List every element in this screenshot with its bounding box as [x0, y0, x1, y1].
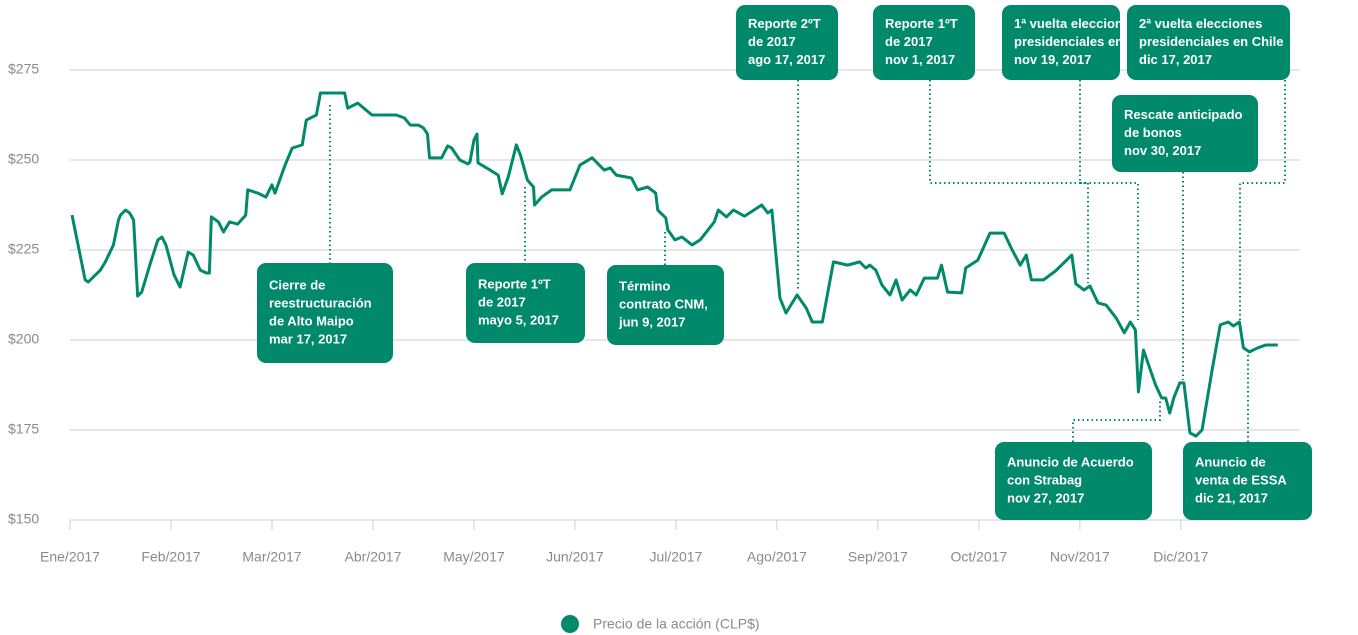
annotation-text: nov 27, 2017	[1007, 490, 1084, 505]
annotation-box	[873, 5, 975, 80]
annotation-text: de bonos	[1124, 125, 1182, 140]
annotation-text: presidenciales en Chile	[1014, 34, 1159, 49]
x-tick-label: Dic/2017	[1153, 549, 1208, 565]
annotation-text: ago 17, 2017	[748, 52, 825, 67]
annotation-box	[995, 442, 1152, 520]
y-tick-label: $225	[8, 241, 39, 257]
annotation-text: nov 1, 2017	[885, 52, 955, 67]
legend-marker	[561, 615, 579, 633]
annotation-text: mar 17, 2017	[269, 331, 347, 346]
x-tick-label: Nov/2017	[1050, 549, 1110, 565]
x-tick-label: Ene/2017	[40, 549, 100, 565]
annotation-connector	[1239, 80, 1286, 320]
annotation-connector	[929, 80, 1089, 283]
annotation-box	[466, 263, 585, 343]
legend-label: Precio de la acción (CLP$)	[593, 616, 760, 632]
annotation-text: mayo 5, 2017	[478, 312, 559, 327]
annotation-box	[1112, 95, 1258, 172]
x-tick-label: Sep/2017	[848, 549, 908, 565]
annotation-text: Anuncio de	[1195, 454, 1266, 469]
annotation-text: de 2017	[478, 294, 526, 309]
annotation-text: venta de ESSA	[1195, 472, 1287, 487]
annotation-text: Cierre de	[269, 277, 325, 292]
annotation-text: 1ª vuelta elecciones	[1014, 16, 1137, 31]
annotation-text: de Alto Maipo	[269, 313, 354, 328]
x-tick-label: Abr/2017	[345, 549, 402, 565]
annotation-text: dic 17, 2017	[1139, 52, 1212, 67]
annotation-text: de 2017	[748, 34, 796, 49]
annotation-box	[1127, 5, 1290, 80]
annotation-box	[1183, 442, 1312, 520]
annotation-text: de 2017	[885, 34, 933, 49]
annotation-box	[736, 5, 838, 80]
annotation-connector	[1079, 80, 1139, 320]
annotation-text: Reporte 1ºT	[478, 276, 551, 291]
annotation-text: Reporte 2ºT	[748, 16, 821, 31]
annotation-text: jun 9, 2017	[618, 314, 685, 329]
annotation-box	[607, 265, 724, 345]
annotation-text: reestructuración	[269, 295, 372, 310]
y-tick-label: $150	[8, 511, 39, 527]
annotation-text: nov 19, 2017	[1014, 52, 1091, 67]
annotation-text: Reporte 1ºT	[885, 16, 958, 31]
y-tick-label: $200	[8, 331, 39, 347]
annotation-text: Rescate anticipado	[1124, 107, 1243, 122]
x-tick-label: Oct/2017	[950, 549, 1007, 565]
annotation-text: nov 30, 2017	[1124, 143, 1201, 158]
annotation-text: con Strabag	[1007, 472, 1082, 487]
annotation-connector	[1072, 400, 1161, 442]
x-tick-label: Feb/2017	[141, 549, 200, 565]
annotation-text: presidenciales en Chile	[1139, 34, 1284, 49]
x-tick-label: Mar/2017	[242, 549, 301, 565]
annotation-text: dic 21, 2017	[1195, 490, 1268, 505]
x-tick-label: Ago/2017	[747, 549, 807, 565]
annotation-box	[1002, 5, 1120, 80]
annotation-text: Anuncio de Acuerdo	[1007, 454, 1134, 469]
y-tick-label: $250	[8, 151, 39, 167]
annotation-text: contrato CNM,	[619, 296, 708, 311]
y-tick-label: $275	[8, 61, 39, 77]
x-tick-label: May/2017	[443, 549, 505, 565]
y-tick-label: $175	[8, 421, 39, 437]
price-line	[70, 91, 1278, 438]
annotation-box	[257, 263, 393, 363]
annotation-text: Término	[619, 278, 670, 293]
x-tick-label: Jun/2017	[546, 549, 604, 565]
x-tick-label: Jul/2017	[649, 549, 702, 565]
annotation-text: 2ª vuelta elecciones	[1139, 16, 1262, 31]
